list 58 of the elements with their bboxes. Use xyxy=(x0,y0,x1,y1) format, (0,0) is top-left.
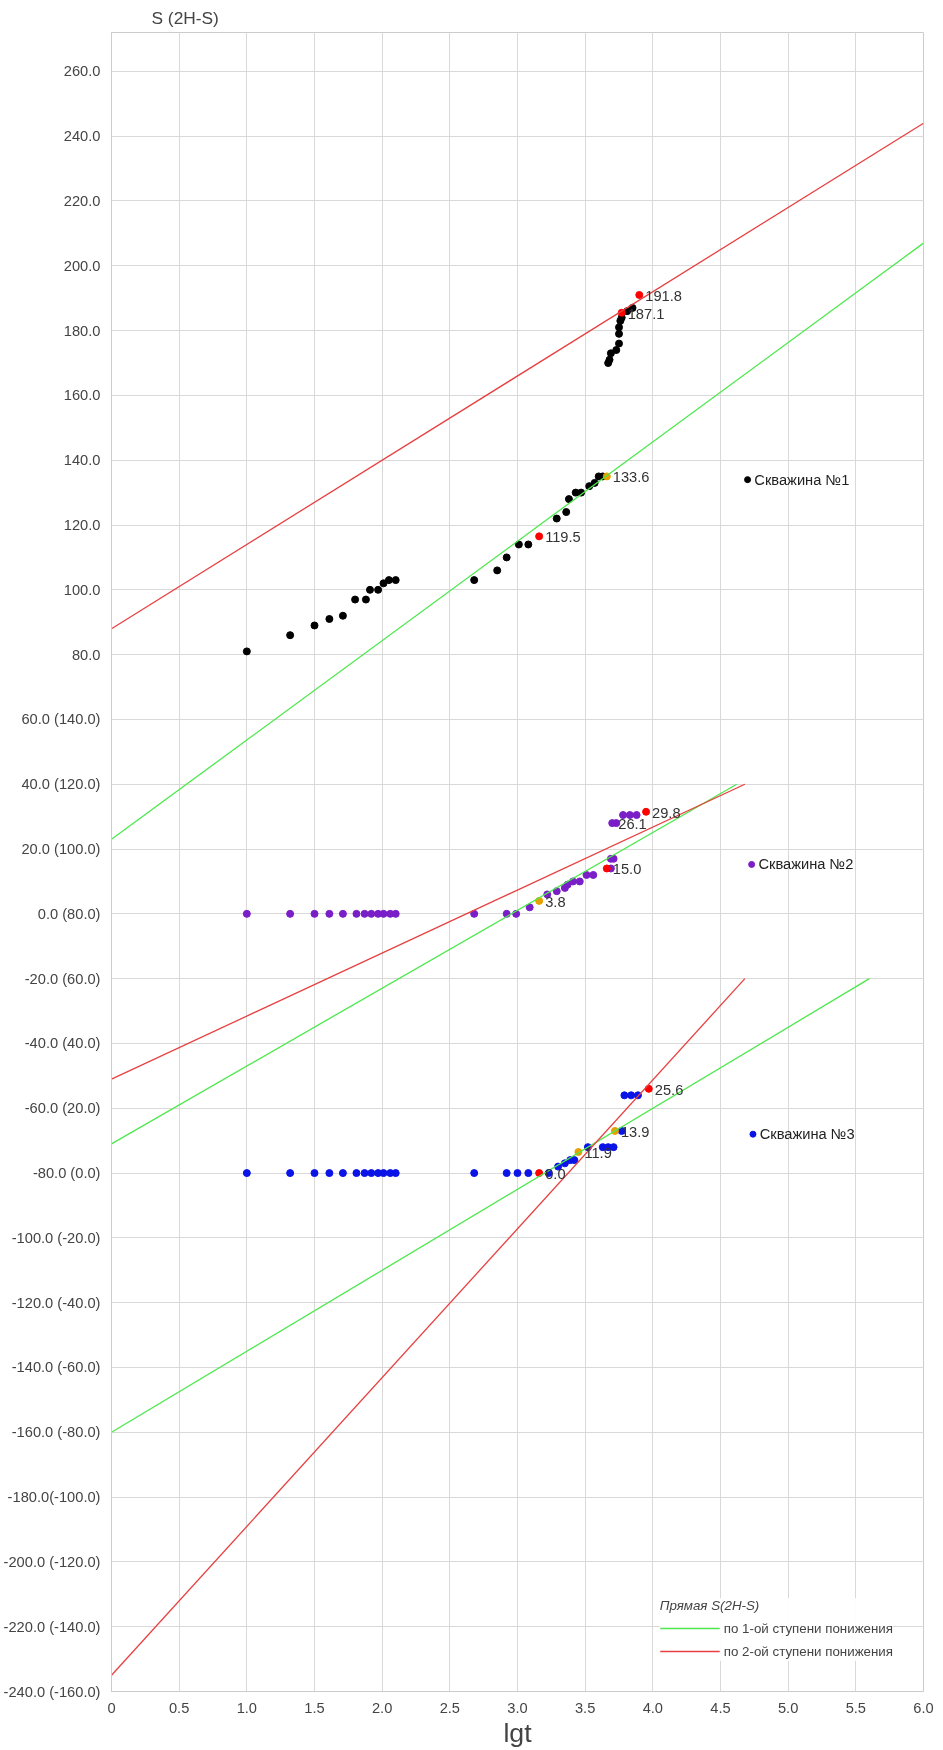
x-tick-label: 1.5 xyxy=(304,1699,325,1716)
x-tick-label: 3.5 xyxy=(574,1699,596,1716)
y-tick-label: 160.0 xyxy=(63,387,101,404)
annotation: 26.1 xyxy=(618,816,647,833)
y-tick-label: -100.0 (-20.0) xyxy=(11,1229,101,1246)
y-tick-label: -220.0 (-140.0) xyxy=(3,1618,101,1635)
y-tick-label: 100.0 xyxy=(63,581,101,598)
annotation: 15.0 xyxy=(612,861,642,878)
annotation: 3.8 xyxy=(545,893,566,910)
y-tick-label: -240.0 (-160.0) xyxy=(3,1683,101,1700)
annotation: 29.8 xyxy=(652,804,681,821)
legend-title: Прямая S(2H-S) xyxy=(659,1598,761,1613)
y-tick-label: 120.0 xyxy=(63,517,101,534)
x-tick-label: 0.5 xyxy=(168,1699,190,1716)
y-tick-label: 260.0 xyxy=(63,63,101,80)
y-axis-title: S (2H-S) xyxy=(151,7,219,28)
annotation: 11.9 xyxy=(584,1145,612,1161)
annotation: 13.9 xyxy=(620,1123,650,1140)
legend-label: Скважина №1 xyxy=(754,471,850,488)
y-tick-label: 80.0 xyxy=(71,646,101,663)
annotation: 119.5 xyxy=(545,529,581,546)
y-tick-label: -160.0 (-80.0) xyxy=(11,1424,101,1441)
y-tick-label: 180.0 xyxy=(63,322,101,339)
legend-label: Скважина №2 xyxy=(758,856,854,873)
y-tick-label: -200.0 (-120.0) xyxy=(3,1553,101,1570)
y-tick-label: 40.0 (120.0) xyxy=(21,776,101,793)
x-tick-label: 1.0 xyxy=(236,1699,258,1716)
x-tick-label: 5.0 xyxy=(777,1699,799,1716)
x-tick-label: 0 xyxy=(107,1699,116,1716)
legend-label: по 1-ой ступени понижения xyxy=(723,1620,893,1636)
x-tick-label: 6.0 xyxy=(913,1699,934,1716)
y-tick-label: -180.0(-100.0) xyxy=(7,1489,101,1506)
annotation: 191.8 xyxy=(645,287,682,304)
annotation: 187.1 xyxy=(627,305,665,322)
y-tick-label: 20.0 (100.0) xyxy=(21,841,101,858)
y-tick-label: 220.0 xyxy=(63,192,101,209)
y-tick-label: -80.0 (0.0) xyxy=(32,1165,101,1182)
x-tick-label: 2.0 xyxy=(371,1699,393,1716)
y-tick-label: 0.0 (80.0) xyxy=(37,905,101,922)
legend-label: Скважина №3 xyxy=(759,1126,855,1143)
x-tick-label: 3.0 xyxy=(507,1699,528,1716)
legend-label: по 2-ой ступени понижения xyxy=(723,1643,893,1659)
y-tick-label: 140.0 xyxy=(63,452,101,469)
annotation: 133.6 xyxy=(612,469,650,486)
x-tick-label: 4.5 xyxy=(710,1699,731,1716)
x-tick-label: 4.0 xyxy=(642,1699,664,1716)
y-tick-label: -20.0 (60.0) xyxy=(24,970,101,987)
x-tick-label: 5.5 xyxy=(845,1699,867,1716)
y-tick-label: 200.0 xyxy=(63,257,101,274)
annotation: 25.6 xyxy=(654,1081,684,1098)
y-tick-label: 60.0 (140.0) xyxy=(21,711,101,728)
y-tick-label: -60.0 (20.0) xyxy=(24,1100,101,1117)
x-axis-title: lgt xyxy=(503,1717,533,1748)
y-tick-label: -40.0 (40.0) xyxy=(24,1035,101,1052)
y-tick-label: -120.0 (-40.0) xyxy=(11,1294,101,1311)
y-tick-label: 240.0 xyxy=(63,128,101,145)
x-tick-label: 2.5 xyxy=(439,1699,461,1716)
y-tick-label: -140.0 (-60.0) xyxy=(11,1359,101,1376)
